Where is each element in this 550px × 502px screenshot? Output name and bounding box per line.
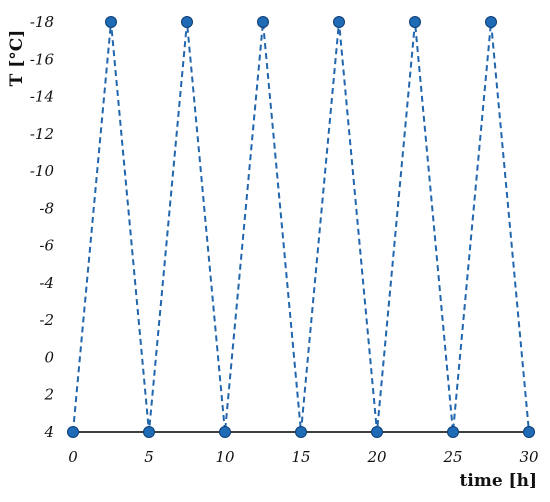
x-tick-label: 30 [519, 448, 539, 466]
x-tick-label: 10 [215, 448, 235, 466]
y-tick-label: 4 [43, 423, 54, 441]
data-point [181, 16, 193, 28]
y-tick-label: -18 [30, 13, 54, 31]
y-tick-label: -4 [39, 274, 54, 292]
data-point [295, 426, 307, 438]
data-point [67, 426, 79, 438]
y-tick-label: 2 [43, 386, 54, 404]
data-point [523, 426, 535, 438]
data-point [219, 426, 231, 438]
data-point [257, 16, 269, 28]
y-axis-title: T [°C] [7, 30, 27, 87]
data-point [485, 16, 497, 28]
x-tick-labels: 0 5 10 15 20 25 30 [68, 448, 539, 466]
x-tick-label: 5 [144, 448, 154, 466]
y-tick-label: -10 [30, 162, 55, 180]
data-point [143, 426, 155, 438]
x-tick-label: 15 [291, 448, 310, 466]
y-tick-label: -8 [39, 199, 54, 217]
series-line [72, 21, 530, 433]
x-tick-label: 25 [442, 448, 462, 466]
y-tick-label: -16 [30, 50, 55, 68]
y-tick-label: -2 [39, 311, 54, 329]
x-tick-label: 0 [68, 448, 78, 466]
x-axis-title: time [h] [460, 471, 537, 491]
data-point [409, 16, 421, 28]
y-tick-labels: 4 2 0 -2 -4 -6 -8 -10 -12 -14 -16 -18 [30, 13, 55, 441]
x-tick-label: 20 [366, 448, 387, 466]
data-point [447, 426, 459, 438]
y-tick-label: -12 [30, 125, 54, 143]
data-point [333, 16, 345, 28]
data-point [371, 426, 383, 438]
y-tick-label: -14 [30, 88, 54, 106]
y-tick-label: 0 [44, 348, 54, 366]
data-point [105, 16, 117, 28]
data-points [67, 16, 535, 438]
y-tick-label: -6 [39, 237, 54, 255]
